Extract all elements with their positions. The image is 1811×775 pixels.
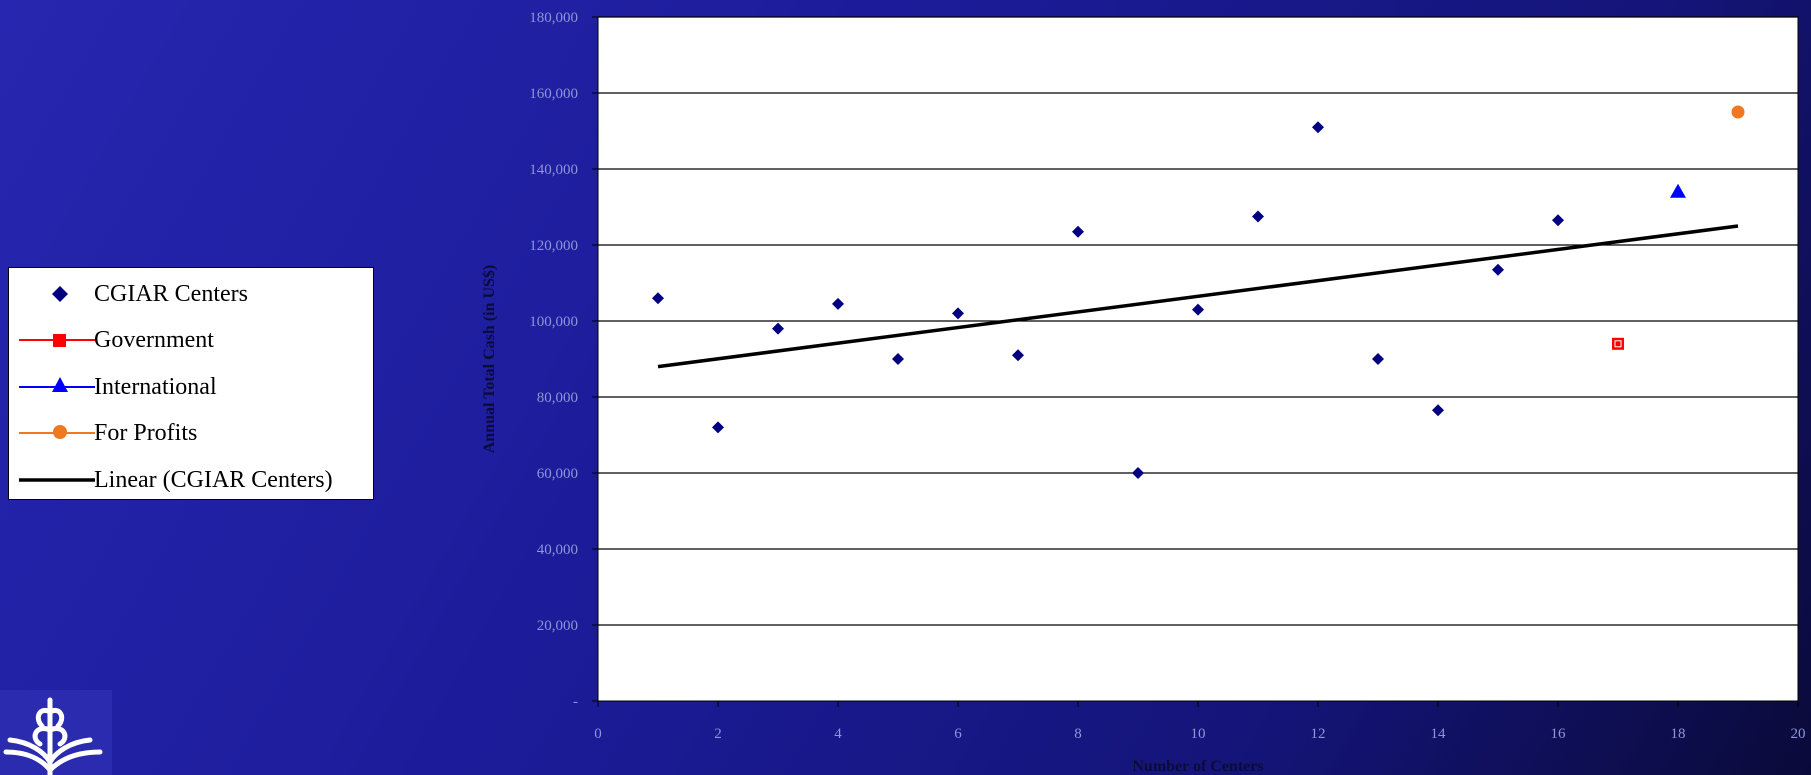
diamond-data-point [1372,353,1384,365]
triangle-marker-icon [19,377,95,392]
legend-item-for-profits: For Profits [9,413,373,453]
y-axis-ticks: - 20,000 40,000 60,000 80,000 100,000 120,000 1… [529,10,598,710]
x-tick-label: 8 [1074,726,1082,742]
legend-label: For Profits [94,420,198,446]
legend-label: Linear (CGIAR Centers) [94,467,333,493]
y-tick-label: 20,000 [537,618,578,634]
diamond-data-point [1432,404,1444,417]
triangle-data-point [1670,183,1686,198]
x-tick-label: 4 [834,726,842,742]
diamond-data-point [1552,214,1564,227]
diamond-icon [52,286,68,302]
x-tick-label: 16 [1551,726,1567,742]
legend: CGIAR Centers Government International F… [8,267,374,500]
y-tick-label: 60,000 [537,466,578,482]
diamond-data-point [652,292,664,305]
y-tick-label: 180,000 [529,10,578,26]
diamond-data-point [772,322,784,335]
diamond-data-point [1192,303,1204,316]
square-marker-icon [19,334,95,347]
line-icon [19,478,95,482]
y-tick-label: 140,000 [529,162,578,178]
y-axis-title: Annual Total Cash (in US$) [481,265,498,454]
trendline-path [657,224,1739,369]
diamond-data-point [1252,210,1264,223]
legend-label: CGIAR Centers [94,281,248,307]
x-tick-label: 20 [1791,726,1806,742]
trendline [657,224,1739,369]
circle-marker-icon [19,425,95,439]
x-tick-label: 14 [1431,726,1447,742]
diamond-data-point [1132,467,1144,479]
square-data-point [1612,337,1624,350]
plot-area [597,16,1799,702]
legend-item-international: International [9,367,373,407]
diamond-data-point [892,353,904,365]
legend-item-linear: Linear (CGIAR Centers) [9,460,373,500]
x-tick-label: 10 [1191,726,1206,742]
diamond-data-point [712,421,724,434]
x-tick-label: 12 [1311,726,1326,742]
y-tick-label: - [573,694,578,710]
legend-item-cgiar: CGIAR Centers [9,274,373,314]
circle-data-point [1731,105,1745,119]
x-tick-label: 0 [594,726,602,742]
legend-label: International [94,374,217,400]
x-tick-label: 6 [954,726,962,742]
x-axis-title: Number of Centers [1132,758,1263,775]
y-tick-label: 100,000 [529,314,578,330]
y-tick-label: 120,000 [529,238,578,254]
diamond-data-point [1012,349,1024,362]
y-tick-label: 40,000 [537,542,578,558]
y-tick-label: 160,000 [529,86,578,102]
diamond-data-point [1072,225,1084,238]
legend-item-government: Government [9,320,373,360]
x-tick-label: 18 [1671,726,1686,742]
diamond-data-point [952,307,964,320]
legend-label: Government [94,327,214,353]
diamond-data-point [1312,121,1324,134]
diamond-data-point [1492,263,1504,276]
square-marker-inner [1614,340,1622,348]
data-points [652,105,1745,479]
wheat-logo-icon [0,690,112,775]
diamond-data-point [832,297,844,310]
y-tick-label: 80,000 [537,390,578,406]
x-tick-label: 2 [714,726,722,742]
x-axis-ticks: 0 2 4 6 8 10 12 14 16 18 20 [594,701,1806,742]
